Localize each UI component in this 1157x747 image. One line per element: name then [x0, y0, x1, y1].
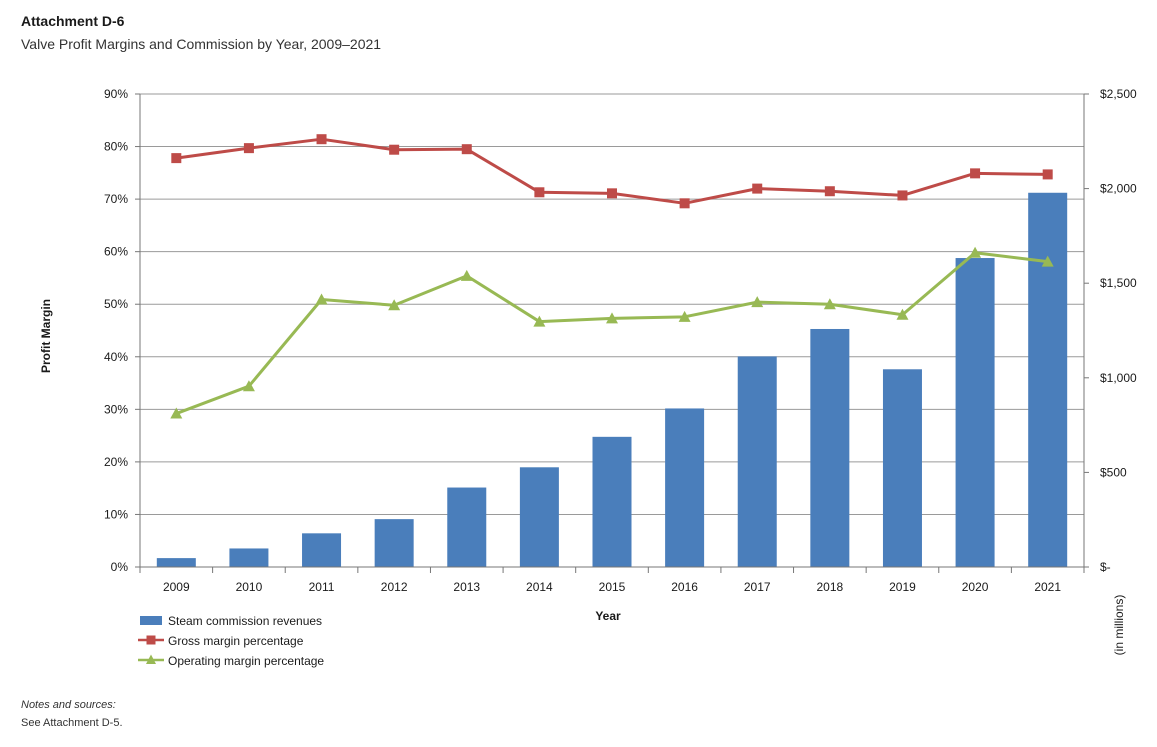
bar-steam-commission: [955, 258, 995, 567]
y-left-tick-label: 90%: [104, 87, 128, 101]
point-operating-margin: [896, 308, 909, 320]
x-tick-label: 2020: [962, 580, 989, 594]
point-gross-margin: [970, 168, 981, 179]
point-operating-margin: [823, 298, 836, 310]
notes-label: Notes and sources:: [21, 699, 116, 711]
legend-swatch-bars: [140, 616, 162, 625]
legend-label-gross: Gross margin percentage: [168, 634, 304, 648]
x-tick-label: 2016: [671, 580, 698, 594]
bar-steam-commission: [1028, 192, 1068, 568]
point-operating-margin: [751, 296, 764, 308]
x-tick-label: 2010: [236, 580, 263, 594]
y-left-tick-label: 30%: [104, 402, 128, 416]
bar-steam-commission: [592, 436, 632, 567]
y-left-tick-label: 60%: [104, 245, 128, 259]
y-right-tick-label: $2,500: [1100, 87, 1137, 101]
axes: 0% 10% 20% 30% 40% 50% 60% 70% 80% 90% $- $500 $1,00…: [104, 87, 1137, 594]
notes-text: See Attachment D-5.: [21, 717, 123, 729]
point-operating-margin: [969, 246, 982, 258]
legend-swatch-gross-marker: [146, 635, 156, 645]
chart: 0% 10% 20% 30% 40% 50% 60% 70% 80% 90% $- $500 $1,00…: [39, 87, 1137, 668]
y-right-tick-label: $500: [1100, 465, 1127, 479]
point-gross-margin: [316, 134, 327, 145]
y-left-tick-label: 50%: [104, 297, 128, 311]
x-tick-label: 2009: [163, 580, 190, 594]
y-left-tick-label: 40%: [104, 350, 128, 364]
y-left-tick-label: 70%: [104, 192, 128, 206]
point-gross-margin: [824, 186, 835, 197]
point-operating-margin: [170, 407, 183, 419]
x-tick-label: 2017: [744, 580, 771, 594]
point-gross-margin: [171, 153, 182, 164]
point-operating-margin: [388, 299, 401, 311]
point-gross-margin: [607, 188, 617, 199]
line-series: [170, 134, 1054, 419]
x-tick-label: 2019: [889, 580, 916, 594]
y-right-tick-label: $1,000: [1100, 371, 1137, 385]
x-tick-label: 2015: [599, 580, 626, 594]
point-gross-margin: [389, 144, 400, 155]
x-tick-label: 2014: [526, 580, 553, 594]
bar-steam-commission: [302, 533, 342, 567]
point-operating-margin: [678, 310, 691, 322]
y-axis-title-left: Profit Margin: [39, 299, 53, 373]
bar-steam-commission: [810, 328, 850, 567]
y-axis-title-right: (in millions): [1112, 595, 1126, 656]
y-right-tick-label: $-: [1100, 560, 1111, 574]
bar-steam-commission: [737, 356, 777, 567]
point-gross-margin: [461, 144, 472, 155]
point-gross-margin: [534, 187, 545, 198]
point-gross-margin: [243, 143, 254, 154]
x-tick-label: 2011: [309, 580, 335, 594]
point-gross-margin: [752, 183, 763, 194]
point-operating-margin: [1041, 255, 1054, 267]
bar-series: [156, 192, 1068, 568]
point-gross-margin: [897, 190, 908, 201]
point-operating-margin: [315, 293, 328, 305]
bar-steam-commission: [519, 467, 559, 567]
y-left-tick-label: 80%: [104, 140, 128, 154]
point-gross-margin: [679, 198, 690, 209]
bar-steam-commission: [229, 548, 269, 567]
point-operating-margin: [242, 380, 255, 392]
bar-steam-commission: [665, 408, 705, 567]
x-tick-label: 2021: [1034, 580, 1061, 594]
bar-steam-commission: [882, 369, 922, 567]
legend-label-bars: Steam commission revenues: [168, 614, 322, 628]
point-operating-margin: [533, 315, 546, 327]
bar-steam-commission: [447, 487, 487, 567]
gridlines: [140, 93, 1084, 568]
point-gross-margin: [1042, 169, 1053, 180]
point-operating-margin: [460, 269, 473, 281]
x-axis-title: Year: [595, 609, 621, 623]
point-operating-margin: [606, 312, 618, 324]
y-left-tick-label: 0%: [111, 560, 129, 574]
legend-label-operating: Operating margin percentage: [168, 654, 324, 668]
legend: Steam commission revenues Gross margin p…: [138, 614, 324, 668]
x-tick-label: 2018: [816, 580, 843, 594]
y-right-tick-label: $1,500: [1100, 276, 1137, 290]
y-right-tick-label: $2,000: [1100, 182, 1137, 196]
legend-swatch-operating-marker: [146, 654, 156, 664]
y-left-tick-label: 10%: [104, 507, 128, 521]
bar-steam-commission: [156, 558, 196, 567]
page-title: Attachment D-6: [21, 13, 125, 29]
y-left-tick-label: 20%: [104, 455, 128, 469]
chart-title: Valve Profit Margins and Commission by Y…: [21, 36, 382, 52]
bar-steam-commission: [374, 519, 414, 567]
x-tick-label: 2013: [453, 580, 480, 594]
x-tick-label: 2012: [381, 580, 408, 594]
